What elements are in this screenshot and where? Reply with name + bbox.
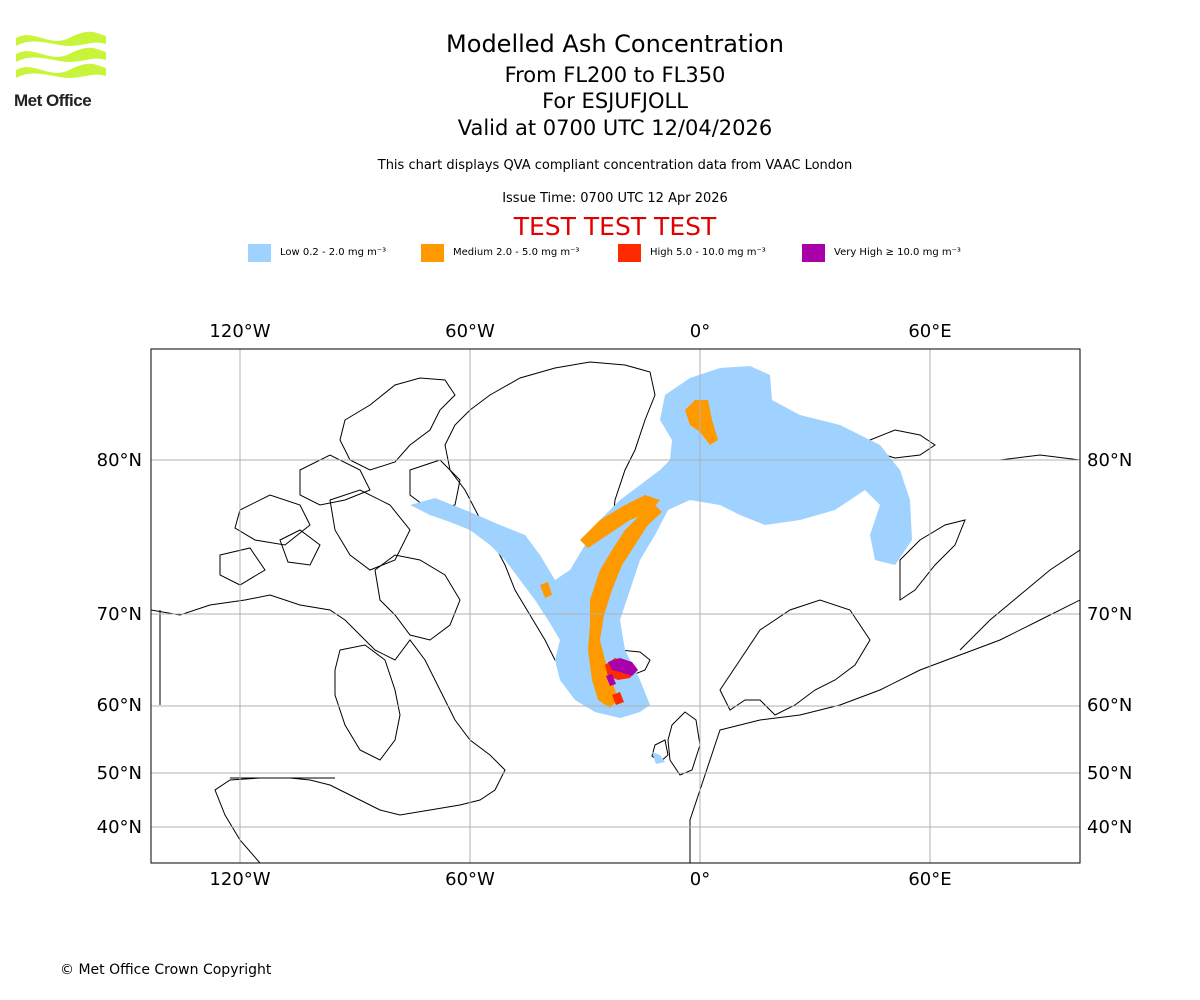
lon-label-top-120w: 120°W — [209, 321, 270, 342]
valid-time: Valid at 0700 UTC 12/04/2026 — [457, 116, 773, 140]
lat-label-right-80n: 80°N — [1087, 450, 1132, 471]
met-office-wordmark: Met Office — [14, 91, 92, 110]
met-office-logo: Met Office — [14, 30, 108, 112]
lon-label-top-60e: 60°E — [908, 321, 951, 342]
ash-map: 120°W 60°W 0° 60°E 120°W 60°W 0° 60°E 80… — [0, 300, 1200, 920]
lat-label-right-40n: 40°N — [1087, 817, 1132, 838]
qva-note: This chart displays QVA compliant concen… — [377, 158, 853, 173]
legend-label-high: High 5.0 - 10.0 mg m⁻³ — [650, 247, 766, 258]
copyright-notice: © Met Office Crown Copyright — [60, 962, 272, 978]
lat-label-left-80n: 80°N — [97, 450, 142, 471]
lon-label-bottom-60e: 60°E — [908, 869, 951, 890]
lat-label-left-70n: 70°N — [97, 604, 142, 625]
lat-label-left-60n: 60°N — [97, 695, 142, 716]
map-frame — [150, 348, 1081, 864]
lat-label-left-50n: 50°N — [97, 763, 142, 784]
lat-label-right-60n: 60°N — [1087, 695, 1132, 716]
lon-label-bottom-0: 0° — [690, 869, 710, 890]
legend-swatch-low — [248, 244, 271, 262]
met-office-waves-icon — [16, 31, 106, 78]
volcano-name: For ESJUFJOLL — [542, 89, 688, 113]
legend-label-very-high: Very High ≥ 10.0 mg m⁻³ — [834, 247, 961, 258]
map-gridlines — [151, 349, 1080, 863]
lon-label-top-0: 0° — [690, 321, 710, 342]
map-svg: 120°W 60°W 0° 60°E 120°W 60°W 0° 60°E 80… — [97, 321, 1133, 890]
ash-medium — [540, 400, 718, 708]
legend-swatch-medium — [421, 244, 444, 262]
ash-low — [410, 366, 912, 764]
coastlines — [151, 361, 1080, 863]
legend-swatch-very-high — [802, 244, 825, 262]
map-content — [151, 349, 1080, 863]
lat-label-right-50n: 50°N — [1087, 763, 1132, 784]
lon-label-bottom-60w: 60°W — [445, 869, 495, 890]
chart-title: Modelled Ash Concentration — [446, 30, 784, 58]
lat-label-left-40n: 40°N — [97, 817, 142, 838]
legend-label-medium: Medium 2.0 - 5.0 mg m⁻³ — [453, 247, 580, 258]
legend-swatch-high — [618, 244, 641, 262]
lon-label-top-60w: 60°W — [445, 321, 495, 342]
legend-label-low: Low 0.2 - 2.0 mg m⁻³ — [280, 247, 387, 258]
flight-level-range: From FL200 to FL350 — [504, 63, 726, 87]
lat-label-right-70n: 70°N — [1087, 604, 1132, 625]
ash-very-high — [606, 658, 638, 686]
issue-time: Issue Time: 0700 UTC 12 Apr 2026 — [502, 191, 728, 206]
test-banner: TEST TEST TEST — [513, 212, 717, 241]
lon-label-bottom-120w: 120°W — [209, 869, 270, 890]
